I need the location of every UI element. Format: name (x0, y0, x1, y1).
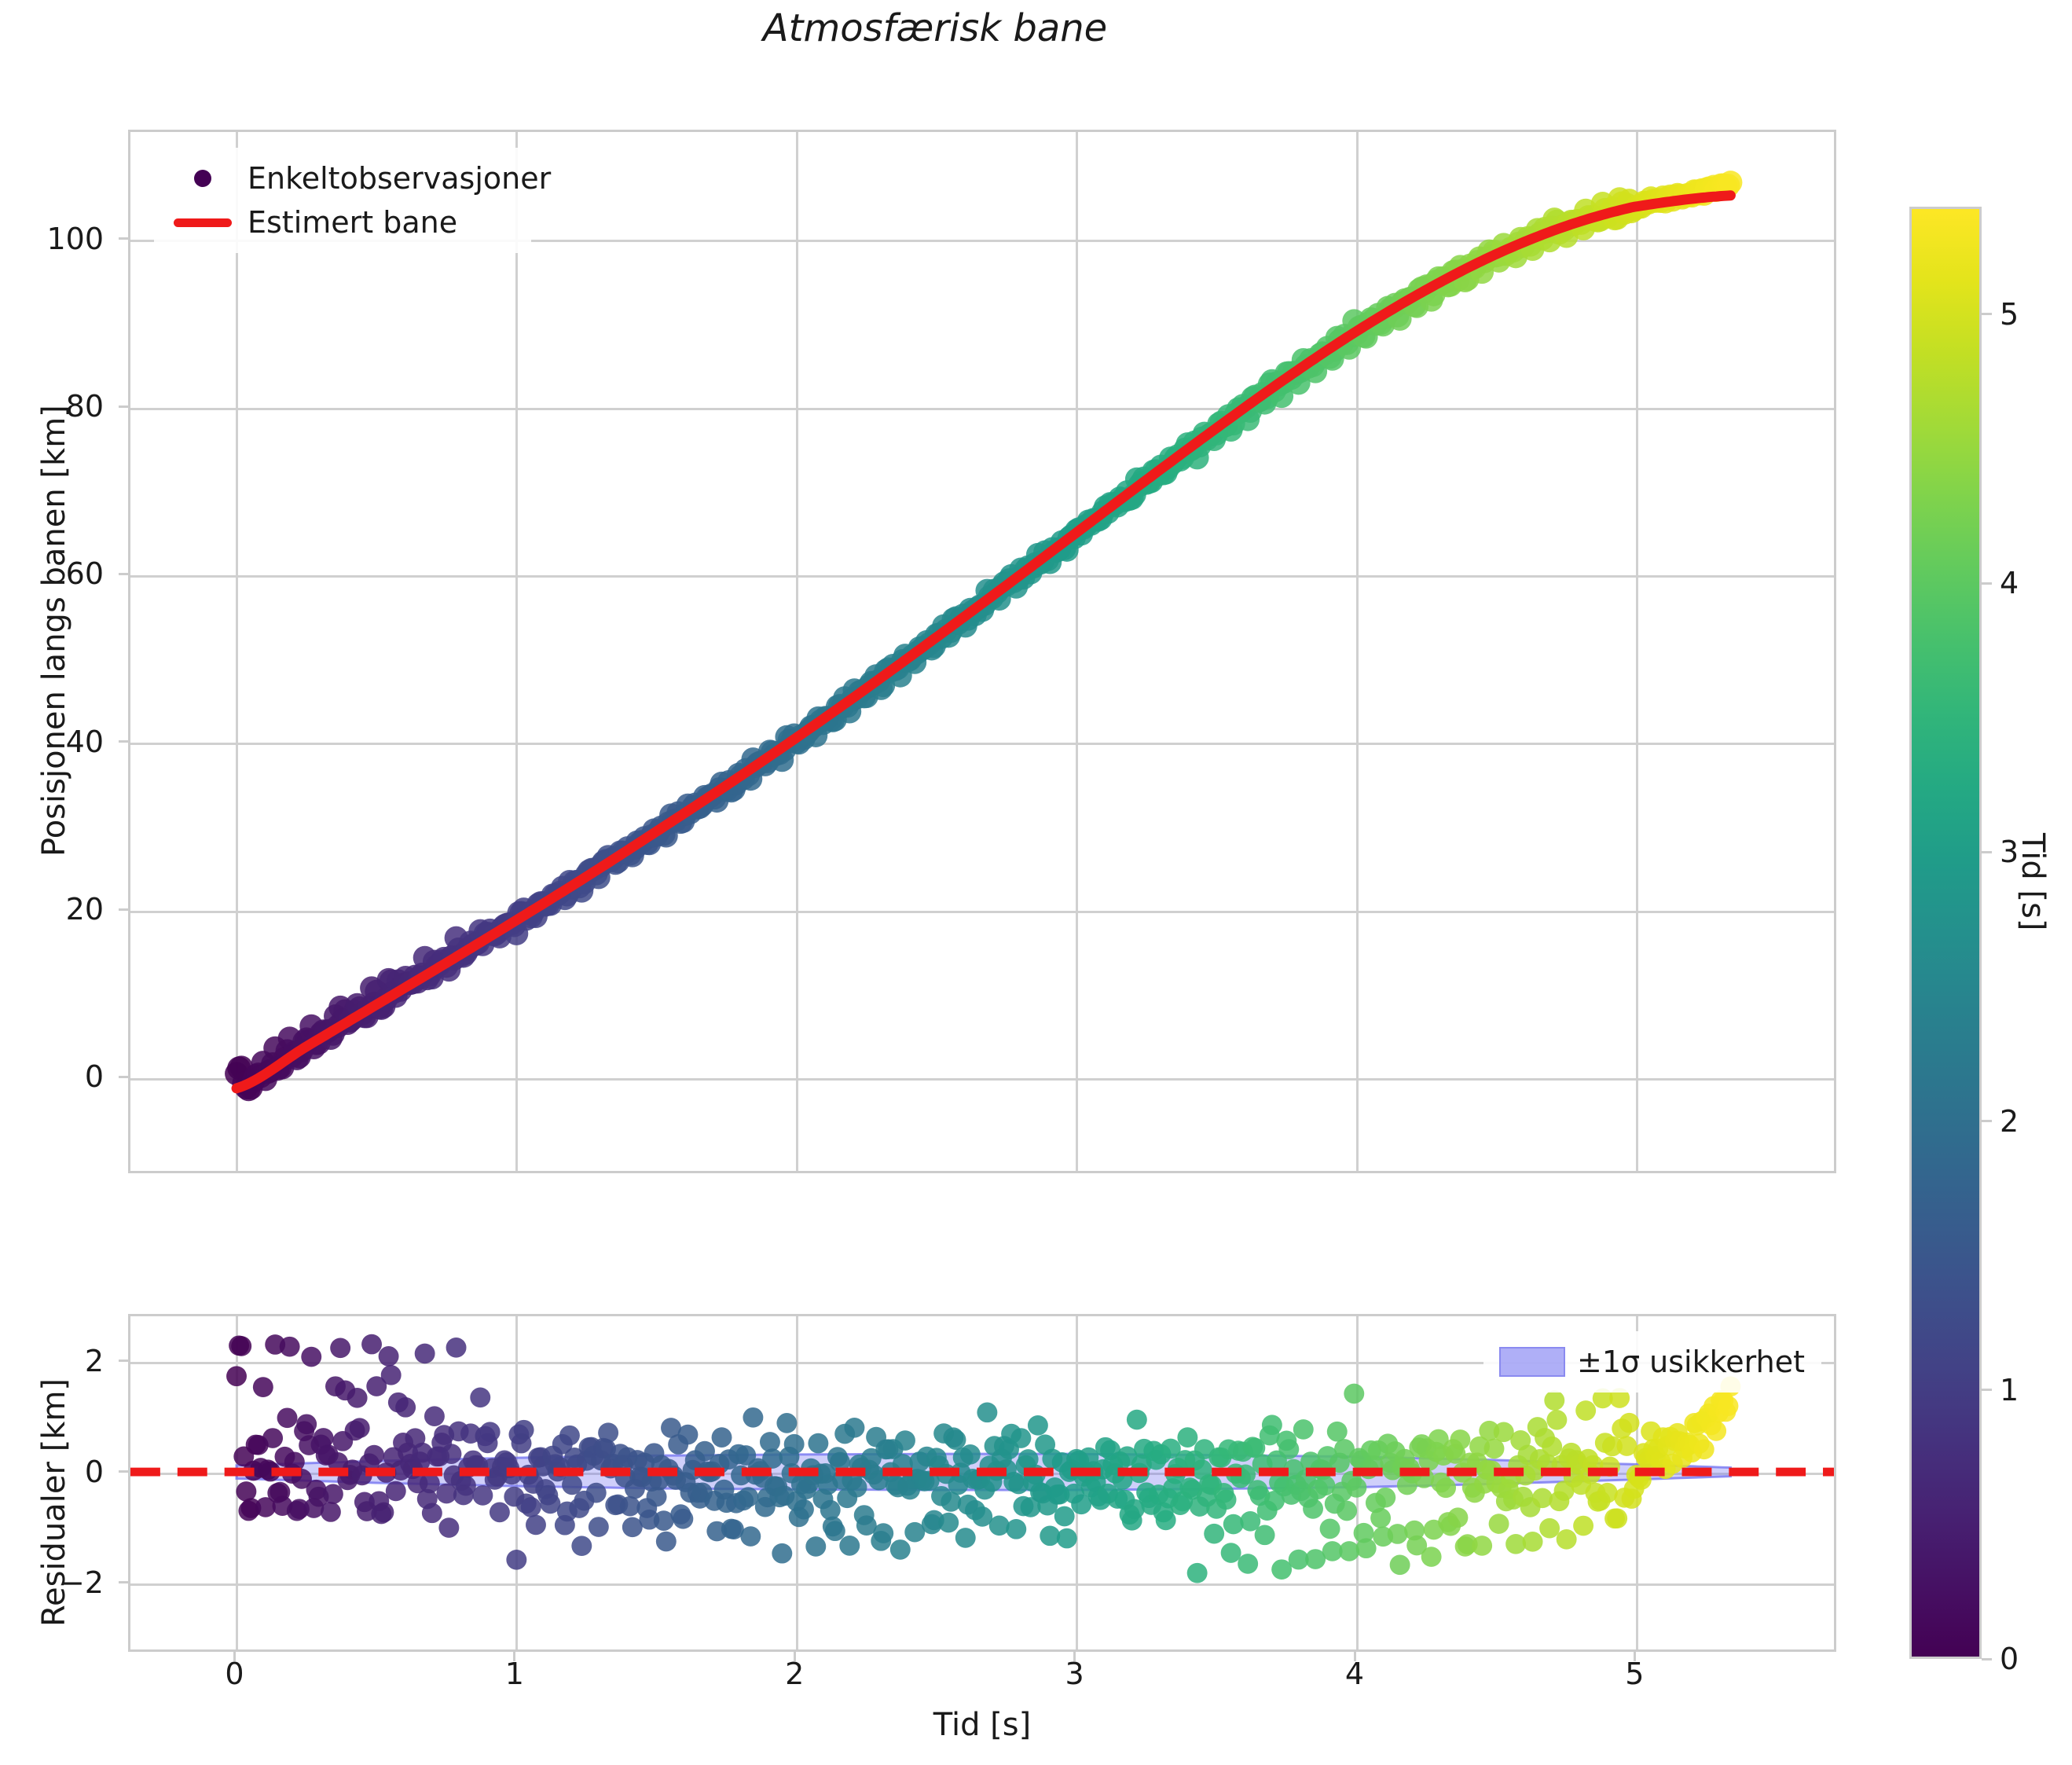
gridline (130, 574, 1834, 578)
tick-mark (1633, 1652, 1636, 1661)
main-y-tick-label: 20 (65, 892, 104, 927)
gridline (1355, 132, 1359, 1171)
residual-y-tick-label: 0 (84, 1454, 104, 1489)
figure-title: Atmosfærisk bane (762, 6, 1108, 50)
residual-y-tick-label: −2 (59, 1565, 104, 1600)
tick-mark (119, 405, 128, 408)
colorbar-tick-label: 0 (2000, 1642, 2019, 1676)
residual-plot-axes (128, 1314, 1836, 1652)
gridline (1635, 132, 1638, 1171)
main-y-tick-label: 60 (65, 556, 104, 592)
x-tick-label: 5 (1625, 1657, 1645, 1691)
residual-plot-area (130, 1334, 1834, 1583)
colorbar-tick-label: 5 (2000, 296, 2019, 332)
band-patch-icon (1498, 1347, 1566, 1377)
gridline (130, 407, 1834, 410)
colorbar-tick-label: 1 (2000, 1372, 2019, 1407)
colorbar-tick-label: 4 (2000, 566, 2019, 601)
residual-y-tick-label: 2 (84, 1343, 104, 1378)
gridline (130, 1077, 1834, 1081)
colorbar-gradient (1912, 209, 1979, 1657)
colorbar-tick-label: 2 (2000, 1103, 2019, 1139)
tick-mark (793, 1652, 796, 1661)
gridline (235, 1316, 238, 1649)
x-axis-label: Tid [s] (933, 1707, 1032, 1743)
residual-y-axis-label: Residualer [km] (36, 1378, 72, 1627)
tick-mark (119, 1581, 128, 1584)
tick-mark (1982, 1120, 1992, 1123)
gridline (130, 1583, 1834, 1587)
main-y-tick-label: 80 (65, 389, 104, 424)
residual-legend: ±1σ usikkerhet (1483, 1331, 1821, 1393)
tick-mark (513, 1652, 516, 1661)
gridline (235, 132, 238, 1171)
x-tick-label: 4 (1344, 1657, 1365, 1691)
tick-mark (1982, 1657, 1992, 1660)
tick-mark (1073, 1652, 1076, 1661)
x-tick-label: 0 (225, 1657, 244, 1691)
colorbar-tick-label: 3 (2000, 835, 2019, 870)
line-icon (169, 218, 237, 227)
tick-mark (1982, 850, 1992, 853)
legend-label-fit: Estimert bane (248, 205, 458, 240)
gridline (130, 240, 1834, 243)
colorbar-label: Tid [s] (2015, 833, 2051, 931)
tick-mark (1353, 1652, 1356, 1661)
tick-mark (119, 908, 128, 911)
main-y-axis-label: Posisjonen langs banen [km] (36, 405, 72, 857)
colorbar (1909, 207, 1982, 1659)
legend-item-observations: Enkeltobservasjoner (169, 156, 551, 200)
tick-mark (1982, 1389, 1992, 1392)
tick-mark (1982, 313, 1992, 316)
tick-mark (119, 1470, 128, 1473)
gridline (130, 743, 1834, 746)
main-y-tick-label: 0 (84, 1059, 104, 1095)
legend-item-uncertainty: ±1σ usikkerhet (1498, 1340, 1806, 1384)
main-y-tick-label: 40 (65, 724, 104, 759)
main-plot-axes (128, 130, 1836, 1173)
legend-label-observations: Enkeltobservasjoner (248, 161, 552, 196)
tick-mark (233, 1652, 236, 1661)
legend-item-fit: Estimert bane (169, 200, 516, 244)
main-legend: Enkeltobservasjoner Estimert bane (154, 148, 551, 253)
gridline (1076, 132, 1079, 1171)
scatter-dot-icon (169, 170, 237, 187)
tick-mark (119, 572, 128, 575)
tick-mark (119, 1360, 128, 1363)
gridline (515, 132, 519, 1171)
tick-mark (119, 740, 128, 743)
residual-points (226, 1334, 1741, 1583)
x-tick-label: 3 (1065, 1657, 1084, 1691)
legend-label-uncertainty: ±1σ usikkerhet (1577, 1345, 1805, 1379)
tick-mark (119, 1075, 128, 1078)
gridline (130, 910, 1834, 913)
gridline (130, 1362, 1834, 1365)
x-tick-label: 1 (504, 1657, 524, 1691)
tick-mark (1982, 582, 1992, 585)
tick-mark (119, 237, 128, 240)
estimated-trajectory-line (231, 190, 1736, 1094)
main-y-tick-label: 100 (46, 221, 104, 256)
x-tick-label: 2 (785, 1657, 805, 1691)
trajectory-plot-area (225, 171, 1743, 1102)
gridline (795, 132, 798, 1171)
